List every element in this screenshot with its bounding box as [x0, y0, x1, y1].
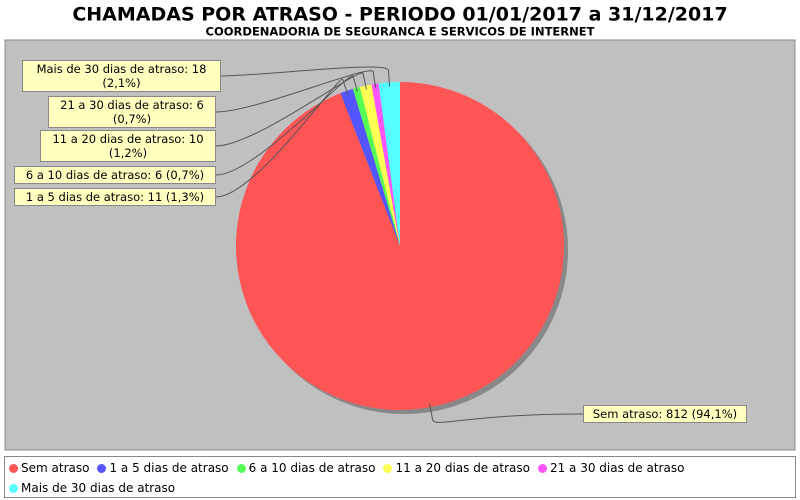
data-label: 6 a 10 dias de atraso: 6 (0,7%) — [14, 166, 216, 184]
legend-item: 6 a 10 dias de atraso — [236, 459, 376, 477]
label-connector — [215, 72, 367, 147]
pie-slice — [359, 84, 400, 247]
legend-label: 6 a 10 dias de atraso — [248, 461, 376, 475]
data-label: 11 a 20 dias de atraso: 10 (1,2%) — [40, 130, 216, 162]
label-connector — [215, 78, 349, 198]
pie-slice — [371, 83, 400, 247]
label-connector — [215, 70, 377, 113]
legend-label: Mais de 30 dias de atraso — [21, 481, 176, 495]
data-label: 21 a 30 dias de atraso: 6 (0,7%) — [48, 96, 216, 128]
pie-slice — [352, 86, 400, 247]
legend-item: 21 a 30 dias de atraso — [537, 459, 685, 477]
chart-title: CHAMADAS POR ATRASO - PERIODO 01/01/2017… — [72, 4, 727, 26]
legend-label: Sem atraso — [21, 461, 90, 475]
legend-marker — [9, 463, 18, 473]
pie-slice — [378, 82, 400, 246]
legend-label: 11 a 20 dias de atraso — [395, 461, 530, 475]
legend-marker — [537, 463, 547, 473]
legend: Sem atraso 1 a 5 dias de atraso 6 a 10 dia… — [4, 456, 796, 498]
legend-item: Mais de 30 dias de atraso — [9, 479, 175, 497]
label-connector — [215, 75, 358, 176]
data-label: 1 a 5 dias de atraso: 11 (1,3%) — [14, 188, 216, 206]
legend-marker — [383, 463, 393, 473]
label-connector — [220, 66, 391, 87]
legend-marker — [9, 483, 18, 493]
pie-slice — [340, 88, 400, 247]
data-label: Mais de 30 dias de atraso: 18 (2,1%) — [22, 60, 221, 92]
legend-marker — [236, 463, 246, 473]
chart-subtitle: COORDENADORIA DE SEGURANCA E SERVICOS DE… — [206, 25, 595, 39]
legend-item: 1 a 5 dias de atraso — [97, 459, 229, 477]
legend-label: 1 a 5 dias de atraso — [109, 461, 229, 475]
legend-item: Sem atraso — [9, 459, 89, 477]
legend-label: 21 a 30 dias de atraso — [549, 461, 685, 475]
data-label: Sem atraso: 812 (94,1%) — [583, 405, 747, 423]
label-connector — [429, 403, 584, 423]
legend-item: 11 a 20 dias de atraso — [383, 459, 530, 477]
legend-marker — [97, 463, 107, 473]
